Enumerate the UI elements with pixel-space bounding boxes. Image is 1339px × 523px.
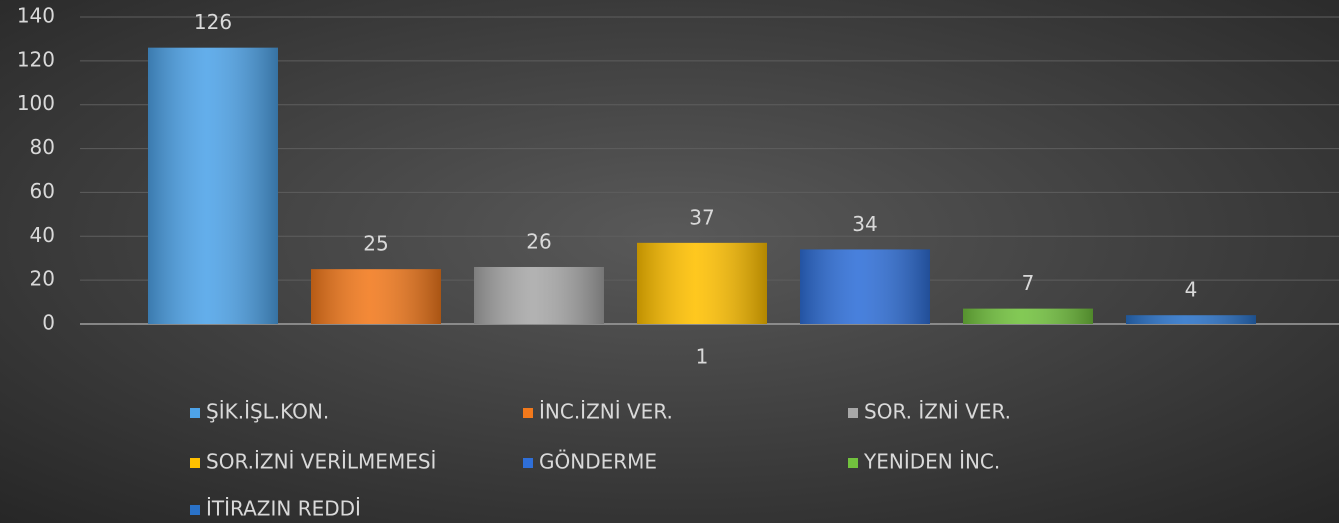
y-tick-label: 100 <box>17 91 55 115</box>
legend-swatch <box>848 408 858 418</box>
bar-shade <box>148 47 278 324</box>
data-label: 126 <box>194 10 232 34</box>
data-label: 25 <box>363 232 388 256</box>
y-tick-label: 60 <box>30 179 55 203</box>
y-tick-label: 80 <box>30 135 55 159</box>
legend-label: ŞİK.İŞL.KON. <box>206 400 329 424</box>
y-tick-label: 0 <box>42 311 55 335</box>
bar-shade <box>311 269 441 324</box>
legend-swatch <box>190 505 200 515</box>
data-label: 7 <box>1022 271 1035 295</box>
legend-label: SOR. İZNİ VER. <box>864 400 1011 424</box>
y-tick-label: 20 <box>30 267 55 291</box>
bar-shade <box>637 242 767 324</box>
legend-label: İNC.İZNİ VER. <box>539 400 673 424</box>
data-label: 37 <box>689 205 714 229</box>
y-tick-label: 120 <box>17 47 55 71</box>
bar-shade <box>800 249 930 324</box>
bar-shade <box>1126 315 1256 324</box>
y-tick-label: 40 <box>30 223 55 247</box>
legend-label: GÖNDERME <box>539 450 657 474</box>
legend-swatch <box>523 458 533 468</box>
data-label: 26 <box>526 229 551 253</box>
legend-label: YENİDEN İNC. <box>863 450 1000 474</box>
data-label: 4 <box>1185 278 1198 302</box>
legend-swatch <box>848 458 858 468</box>
legend-swatch <box>190 458 200 468</box>
bar-shade <box>474 266 604 324</box>
y-tick-label: 140 <box>17 4 55 28</box>
legend-label: İTİRAZIN REDDİ <box>206 497 361 521</box>
legend-swatch <box>523 408 533 418</box>
legend-label: SOR.İZNİ VERİLMEMESİ <box>206 450 436 474</box>
data-label: 34 <box>852 212 877 236</box>
legend-swatch <box>190 408 200 418</box>
bar-shade <box>963 308 1093 324</box>
x-tick-label: 1 <box>696 345 709 369</box>
